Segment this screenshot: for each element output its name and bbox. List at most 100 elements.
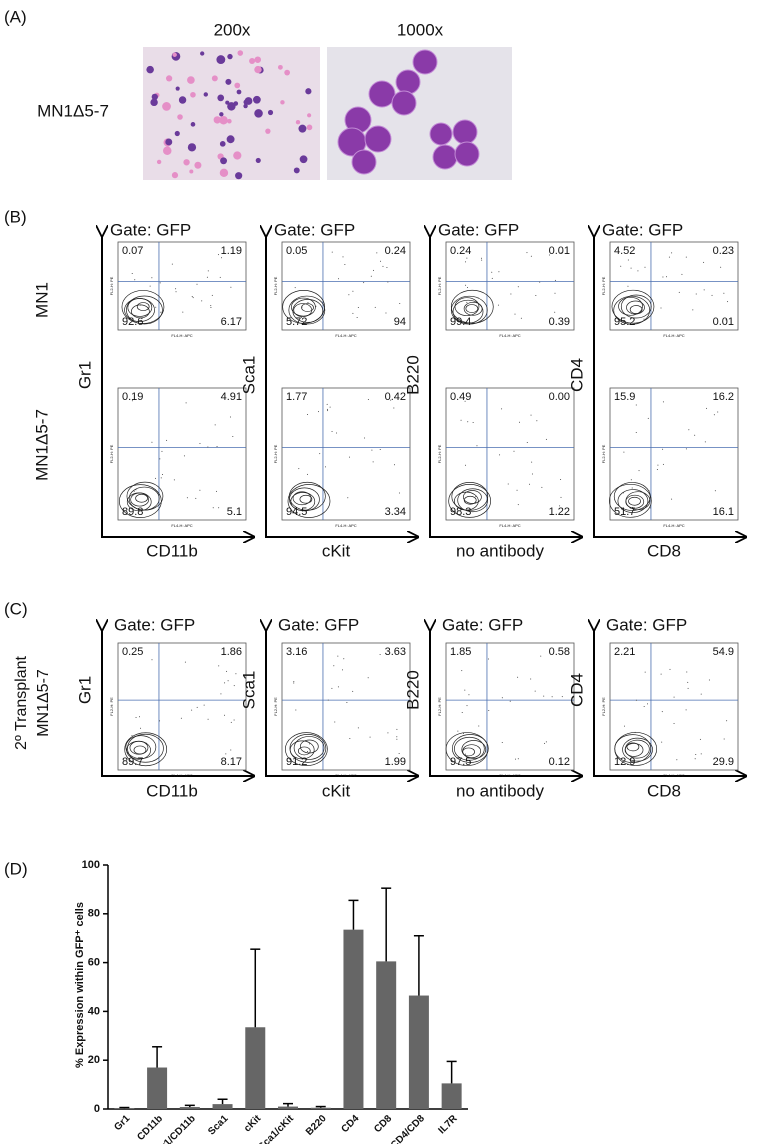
contour [299,494,313,504]
x-axis-label: no antibody [456,541,544,560]
axes [430,630,582,776]
contour [289,734,327,763]
bar [114,1108,135,1109]
axes [266,236,418,537]
event [662,448,664,450]
quadrant-percent: 5.72 [286,316,307,328]
event [466,705,468,707]
event [210,307,212,309]
event [668,256,670,258]
quadrant-percent: 4.91 [221,391,242,403]
event [635,404,637,406]
event [461,712,463,714]
event [352,312,354,314]
event [620,265,622,267]
event [334,721,336,723]
event [727,301,729,303]
contour [126,295,163,325]
event [464,753,466,755]
quadrant-percent: 1.99 [385,756,406,768]
contour [463,301,483,316]
contour [450,295,488,325]
contour [293,736,325,760]
event [695,754,697,756]
event [464,400,466,402]
bar [408,995,429,1109]
event [694,434,696,436]
event [324,466,326,468]
cell [151,93,158,101]
channel-label: FL4-H: APC [171,523,192,528]
magnification: 200x [214,20,251,39]
event [398,492,400,494]
contour [289,481,326,511]
cell [254,109,263,118]
channel-label: FL4-H: APC [499,773,520,778]
cell [243,103,248,109]
cell [190,122,196,127]
y-axis-label: CD4 [567,358,586,392]
contour [126,481,164,511]
bar [376,961,397,1109]
y-axis-label: Gr1 [75,361,94,389]
event [643,705,645,707]
channel-label: FL2-H: PE [273,444,278,463]
contour [624,739,650,759]
quadrant-percent: 0.12 [549,756,570,768]
contour [301,303,314,312]
event [367,399,369,401]
cell [217,94,225,102]
event [159,720,161,722]
event [468,694,470,696]
event [225,753,227,755]
cell [213,116,221,124]
cell [295,119,301,125]
event [644,671,646,673]
cell [253,95,261,104]
cell [227,102,236,111]
channel-label: FL4-H: APC [171,333,192,338]
event [379,653,381,655]
contour [450,289,494,324]
y-tick-label: 40 [88,1005,100,1017]
event [210,305,212,307]
event [134,279,136,281]
contour [626,300,645,315]
cell [190,91,196,98]
y-tick-label: 100 [82,859,100,871]
cell [171,172,179,179]
event [386,266,388,268]
cell [211,75,218,82]
event [530,414,532,416]
cell [233,151,242,160]
event [536,420,538,422]
x-axis-label: no antibody [456,781,544,800]
quadrant-percent: 0.23 [713,245,734,257]
event [367,677,369,679]
event [630,267,632,269]
channel-label: FL4-H: APC [663,333,684,338]
event [687,681,689,683]
event [207,718,209,720]
event [531,461,533,463]
event [510,293,512,295]
event [342,669,344,671]
event [692,309,694,311]
event [526,252,528,254]
quadrant-percent: 0.42 [385,391,406,403]
axes [102,630,254,776]
contour [292,299,324,323]
bar [343,929,364,1109]
gate-label: Gate: GFP [274,220,355,239]
cell [187,76,195,84]
event [186,497,188,499]
contour [285,732,328,766]
x-tick-label: CD8 [372,1113,394,1135]
event [356,316,358,318]
event [661,741,663,743]
bar [245,1027,266,1109]
cell [227,53,233,60]
event [561,696,563,698]
event [635,699,637,701]
x-tick-label: B220 [304,1113,329,1138]
